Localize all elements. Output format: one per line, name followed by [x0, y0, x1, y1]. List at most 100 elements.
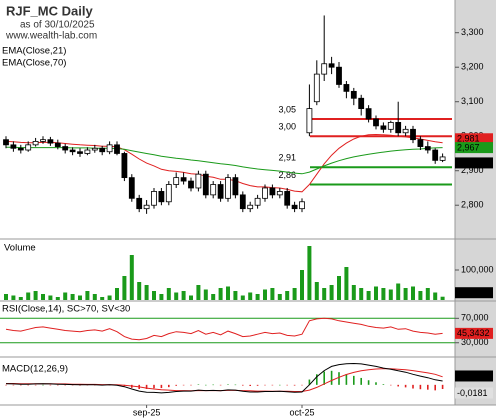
ema-line: [5, 133, 443, 193]
volume-bar: [240, 295, 245, 300]
ema-line: [6, 146, 443, 175]
x-tick-label: sep-25: [133, 407, 161, 417]
candle-body: [321, 63, 328, 75]
histogram-bar: [316, 374, 318, 385]
last-value-label: 2,967: [457, 142, 480, 152]
histogram-bar: [293, 384, 296, 386]
candle-body: [387, 122, 394, 130]
volume-bar: [115, 288, 119, 300]
y-tick-label: 2,800: [461, 200, 484, 210]
source: www.wealth-lab.com: [5, 31, 97, 42]
candle-body: [247, 204, 254, 210]
candle-body: [210, 184, 217, 196]
histogram-bar: [271, 384, 274, 386]
histogram-bar: [360, 377, 362, 385]
chart-title: RJF_MC Daily: [6, 3, 93, 18]
candle-body: [128, 177, 135, 199]
last-value-box: [455, 327, 493, 339]
histogram-bar: [227, 384, 229, 385]
candle-body: [165, 184, 172, 203]
candle-body: [54, 142, 61, 147]
level-label: 3,05: [278, 104, 296, 114]
panel-title: Volume: [4, 243, 36, 254]
chart-subtitle: as of 30/10/2025: [20, 20, 95, 31]
histogram-bar: [301, 384, 303, 386]
candle-body: [373, 118, 379, 127]
candle-body: [17, 147, 24, 151]
volume-bar: [307, 246, 312, 300]
candle-body: [313, 73, 320, 103]
histogram-bar: [308, 379, 311, 385]
histogram-bar: [20, 384, 22, 386]
candle-body: [151, 191, 157, 206]
last-value-box: [455, 142, 493, 154]
histogram-bar: [57, 384, 59, 386]
candle-body: [232, 177, 239, 196]
volume-bar: [196, 285, 201, 300]
candle-body: [358, 97, 365, 110]
candle-body: [239, 194, 246, 210]
candle-body: [432, 149, 439, 161]
candle-body: [225, 177, 231, 199]
y-tick-label: 30,000: [461, 337, 489, 347]
volume-bar: [255, 294, 260, 300]
histogram-bar: [212, 384, 214, 386]
last-value-label: 2,981: [457, 134, 480, 144]
candle-body: [114, 144, 120, 154]
volume-bar: [277, 294, 282, 300]
histogram-bar: [42, 384, 44, 386]
histogram-bar: [279, 384, 281, 386]
volume-bar: [285, 291, 290, 300]
volume-bar: [270, 288, 275, 300]
candle-body: [350, 90, 357, 99]
volume-bar: [337, 276, 341, 300]
candle-body: [62, 146, 69, 151]
volume-bar: [388, 289, 393, 300]
volume-bar: [11, 295, 16, 300]
histogram-bar: [404, 384, 407, 388]
last-value-label: 0,0168: [457, 371, 485, 381]
volume-bar: [92, 294, 97, 300]
histogram-bar: [190, 384, 192, 386]
volume-bar: [211, 294, 216, 300]
volume-bar: [122, 276, 127, 300]
histogram-bar: [434, 384, 436, 391]
histogram-bar: [219, 384, 222, 386]
candle-body: [402, 128, 409, 134]
histogram-bar: [353, 375, 355, 385]
last-value-box: [455, 157, 493, 169]
volume-bar: [26, 292, 31, 300]
candle-body: [40, 139, 46, 142]
volume-bar: [425, 288, 430, 300]
histogram-bar: [182, 384, 185, 386]
candle-body: [195, 173, 202, 189]
volume-bar: [152, 291, 156, 300]
volume-bar: [433, 292, 438, 300]
histogram-bar: [12, 384, 15, 386]
candle-body: [417, 139, 424, 147]
volume-bar: [440, 296, 445, 300]
histogram-bar: [27, 384, 29, 386]
candle-body: [77, 151, 83, 154]
volume-bar: [85, 291, 90, 300]
candle-body: [439, 156, 446, 161]
last-value-box: [455, 287, 493, 299]
volume-bar: [300, 270, 304, 300]
candle-body: [328, 63, 335, 68]
histogram-bar: [160, 384, 163, 389]
histogram-bar: [286, 384, 288, 386]
last-value-label: -0,0181: [457, 388, 488, 398]
candle-body: [143, 204, 150, 210]
candle-body: [158, 191, 165, 203]
candle-body: [99, 147, 106, 153]
histogram-bar: [64, 384, 66, 386]
candle-body: [365, 108, 372, 120]
candle-body: [284, 191, 291, 206]
histogram-bar: [419, 384, 422, 390]
last-value-label: 45,3432: [457, 328, 490, 338]
last-value-box: [455, 387, 493, 399]
volume-bar: [48, 295, 53, 300]
volume-bar: [351, 285, 356, 300]
volume-bar: [226, 286, 230, 300]
volume-bar: [418, 291, 423, 300]
